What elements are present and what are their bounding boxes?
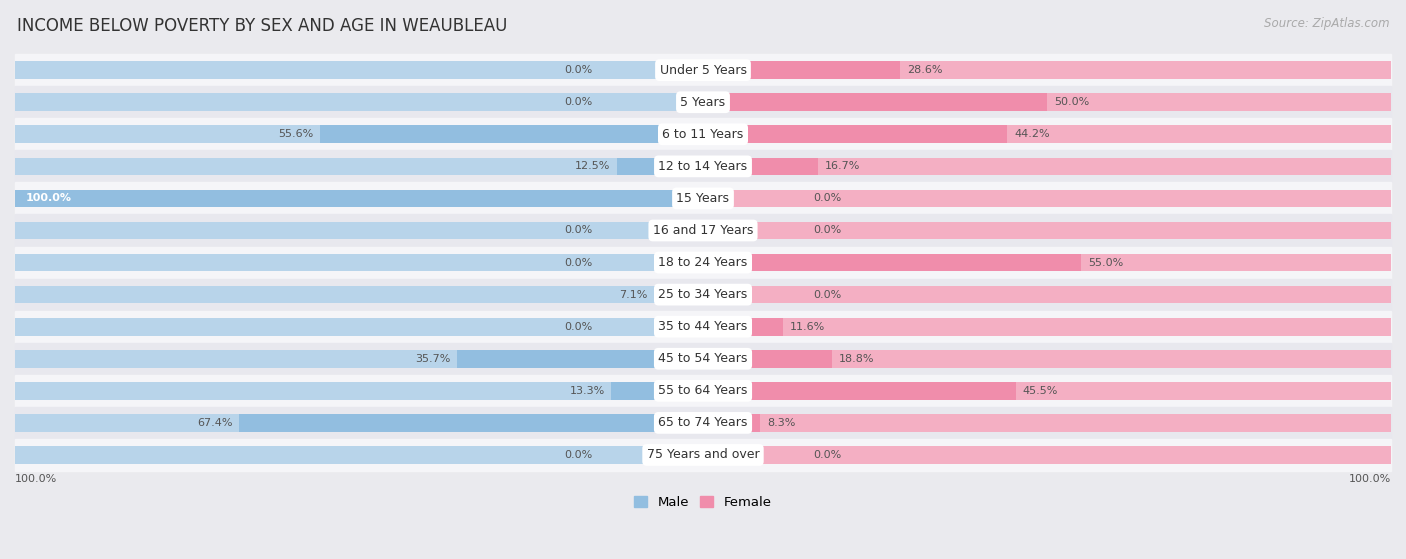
Bar [15, 407, 1391, 439]
Text: 12.5%: 12.5% [575, 162, 610, 172]
Bar [703, 254, 1081, 271]
Bar [15, 150, 1391, 182]
Text: 55 to 64 Years: 55 to 64 Years [658, 385, 748, 397]
Bar [15, 119, 1391, 150]
Bar [15, 61, 703, 79]
Bar [321, 125, 703, 143]
Text: 0.0%: 0.0% [565, 258, 593, 268]
Text: Under 5 Years: Under 5 Years [659, 64, 747, 77]
Text: 28.6%: 28.6% [907, 65, 942, 75]
Text: 15 Years: 15 Years [676, 192, 730, 205]
Text: 0.0%: 0.0% [565, 450, 593, 460]
Bar [703, 61, 1391, 79]
Bar [703, 414, 761, 432]
Text: 6 to 11 Years: 6 to 11 Years [662, 128, 744, 141]
Bar [703, 222, 1391, 239]
Bar [612, 382, 703, 400]
Legend: Male, Female: Male, Female [628, 491, 778, 514]
Bar [703, 125, 1391, 143]
Bar [15, 190, 703, 207]
Bar [703, 125, 1007, 143]
Bar [703, 414, 1391, 432]
Text: 100.0%: 100.0% [25, 193, 72, 203]
Bar [703, 350, 832, 368]
Text: 45.5%: 45.5% [1024, 386, 1059, 396]
Text: 45 to 54 Years: 45 to 54 Years [658, 352, 748, 365]
Text: 50.0%: 50.0% [1054, 97, 1090, 107]
Text: 12 to 14 Years: 12 to 14 Years [658, 160, 748, 173]
Bar [15, 215, 1391, 247]
Text: 100.0%: 100.0% [15, 473, 58, 484]
Text: 0.0%: 0.0% [565, 65, 593, 75]
Bar [15, 54, 1391, 86]
Text: 44.2%: 44.2% [1014, 129, 1050, 139]
Bar [703, 190, 1391, 207]
Text: 35.7%: 35.7% [415, 354, 450, 364]
Bar [15, 375, 1391, 407]
Bar [703, 158, 1391, 175]
Text: 100.0%: 100.0% [1348, 473, 1391, 484]
Text: 0.0%: 0.0% [813, 225, 841, 235]
Bar [15, 182, 1391, 215]
Bar [15, 382, 703, 400]
Bar [15, 286, 703, 304]
Bar [15, 254, 703, 271]
Bar [15, 414, 703, 432]
Text: 8.3%: 8.3% [768, 418, 796, 428]
Text: 18.8%: 18.8% [839, 354, 875, 364]
Bar [703, 382, 1017, 400]
Bar [703, 318, 783, 335]
Bar [703, 93, 1047, 111]
Bar [15, 247, 1391, 278]
Text: 25 to 34 Years: 25 to 34 Years [658, 288, 748, 301]
Bar [703, 93, 1391, 111]
Bar [15, 125, 703, 143]
Bar [703, 286, 1391, 304]
Bar [457, 350, 703, 368]
Text: 75 Years and over: 75 Years and over [647, 448, 759, 462]
Bar [15, 311, 1391, 343]
Bar [15, 86, 1391, 119]
Text: 0.0%: 0.0% [565, 321, 593, 331]
Bar [15, 439, 1391, 471]
Bar [703, 158, 818, 175]
Bar [15, 350, 703, 368]
Text: 0.0%: 0.0% [565, 97, 593, 107]
Text: 67.4%: 67.4% [197, 418, 232, 428]
Bar [15, 318, 703, 335]
Bar [15, 158, 703, 175]
Bar [703, 318, 1391, 335]
Text: Source: ZipAtlas.com: Source: ZipAtlas.com [1264, 17, 1389, 30]
Bar [654, 286, 703, 304]
Text: 0.0%: 0.0% [813, 450, 841, 460]
Text: 13.3%: 13.3% [569, 386, 605, 396]
Text: INCOME BELOW POVERTY BY SEX AND AGE IN WEAUBLEAU: INCOME BELOW POVERTY BY SEX AND AGE IN W… [17, 17, 508, 35]
Text: 0.0%: 0.0% [813, 290, 841, 300]
Bar [15, 343, 1391, 375]
Bar [15, 278, 1391, 311]
Bar [703, 350, 1391, 368]
Text: 16.7%: 16.7% [825, 162, 860, 172]
Bar [703, 61, 900, 79]
Text: 0.0%: 0.0% [565, 225, 593, 235]
Text: 16 and 17 Years: 16 and 17 Years [652, 224, 754, 237]
Text: 65 to 74 Years: 65 to 74 Years [658, 416, 748, 429]
Bar [15, 93, 703, 111]
Bar [15, 222, 703, 239]
Bar [703, 382, 1391, 400]
Text: 35 to 44 Years: 35 to 44 Years [658, 320, 748, 333]
Text: 7.1%: 7.1% [619, 290, 647, 300]
Bar [15, 446, 703, 464]
Text: 11.6%: 11.6% [790, 321, 825, 331]
Bar [617, 158, 703, 175]
Bar [703, 446, 1391, 464]
Text: 55.0%: 55.0% [1088, 258, 1123, 268]
Bar [239, 414, 703, 432]
Text: 0.0%: 0.0% [813, 193, 841, 203]
Text: 18 to 24 Years: 18 to 24 Years [658, 256, 748, 269]
Text: 5 Years: 5 Years [681, 96, 725, 109]
Bar [15, 190, 703, 207]
Bar [703, 254, 1391, 271]
Text: 55.6%: 55.6% [278, 129, 314, 139]
